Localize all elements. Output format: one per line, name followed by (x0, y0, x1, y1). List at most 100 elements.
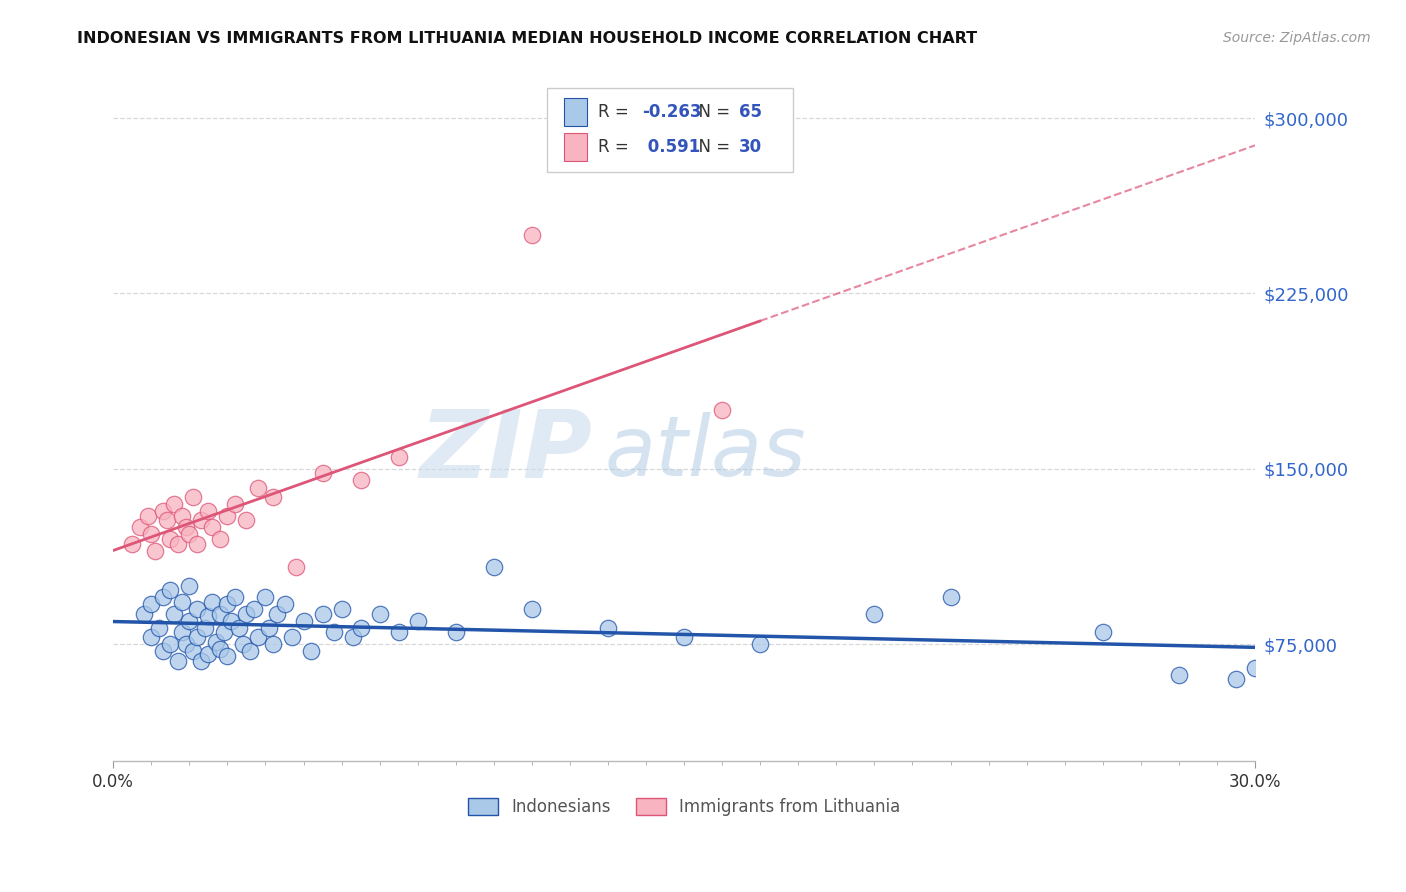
Point (205, 635, 228, 649)
Point (1244, 660, 1267, 674)
Point (208, 607, 231, 621)
Point (190, 654, 212, 668)
Point (143, 543, 166, 558)
Point (284, 560, 307, 574)
Point (482, 560, 505, 574)
Point (239, 644, 262, 658)
Point (254, 591, 277, 605)
Point (186, 602, 208, 616)
Point (262, 490, 284, 504)
Point (121, 536, 143, 550)
Point (179, 579, 201, 593)
Point (281, 630, 304, 644)
Text: N =: N = (688, 103, 735, 121)
Point (330, 602, 353, 616)
Point (520, 227, 543, 242)
Point (159, 532, 181, 546)
Point (1225, 672, 1247, 686)
Point (152, 504, 174, 518)
Point (190, 513, 212, 527)
Text: 0.591: 0.591 (643, 138, 700, 156)
Point (194, 621, 217, 635)
Text: 65: 65 (740, 103, 762, 121)
Point (163, 607, 186, 621)
Point (323, 625, 346, 640)
Point (262, 637, 284, 651)
Point (155, 513, 177, 527)
Point (520, 602, 543, 616)
Point (673, 630, 696, 644)
Text: Source: ZipAtlas.com: Source: ZipAtlas.com (1223, 31, 1371, 45)
Point (141, 598, 163, 612)
Point (259, 621, 281, 635)
Point (235, 607, 257, 621)
Point (266, 607, 288, 621)
Point (444, 625, 467, 640)
Point (368, 607, 391, 621)
Point (246, 630, 269, 644)
Point (863, 607, 886, 621)
Point (136, 508, 159, 523)
Text: N =: N = (688, 138, 735, 156)
Point (141, 527, 163, 541)
Point (292, 614, 315, 628)
Point (217, 508, 239, 523)
Legend: Indonesians, Immigrants from Lithuania: Indonesians, Immigrants from Lithuania (468, 797, 900, 816)
Point (299, 644, 322, 658)
Text: INDONESIAN VS IMMIGRANTS FROM LITHUANIA MEDIAN HOUSEHOLD INCOME CORRELATION CHAR: INDONESIAN VS IMMIGRANTS FROM LITHUANIA … (77, 31, 977, 46)
Point (311, 607, 333, 621)
Point (197, 504, 219, 518)
Point (186, 630, 208, 644)
Text: R =: R = (599, 103, 634, 121)
Point (163, 497, 186, 511)
Point (170, 595, 193, 609)
Point (197, 609, 219, 624)
Point (273, 598, 295, 612)
Point (388, 450, 411, 464)
Text: R =: R = (599, 138, 634, 156)
Point (179, 527, 201, 541)
Point (749, 637, 772, 651)
Point (181, 644, 204, 658)
Point (235, 513, 257, 527)
Point (217, 648, 239, 663)
Point (174, 520, 197, 534)
Point (224, 497, 246, 511)
Point (201, 520, 224, 534)
Point (159, 583, 181, 598)
FancyBboxPatch shape (564, 98, 588, 127)
Point (197, 647, 219, 661)
FancyBboxPatch shape (564, 133, 588, 161)
Point (246, 481, 269, 495)
Point (1167, 667, 1189, 681)
FancyBboxPatch shape (547, 87, 793, 172)
Point (350, 621, 373, 635)
Point (152, 644, 174, 658)
Point (232, 637, 254, 651)
Point (132, 607, 155, 621)
Point (201, 595, 224, 609)
Point (406, 614, 429, 628)
Point (208, 532, 231, 546)
Point (243, 602, 266, 616)
Text: -0.263: -0.263 (643, 103, 702, 121)
Point (167, 536, 190, 550)
Point (350, 474, 373, 488)
Point (711, 403, 734, 417)
Point (1091, 625, 1114, 640)
Point (167, 654, 190, 668)
Text: ZIP: ZIP (420, 407, 593, 499)
Point (596, 621, 619, 635)
Point (208, 641, 231, 656)
Point (170, 508, 193, 523)
Point (311, 467, 333, 481)
Point (170, 625, 193, 640)
Point (388, 625, 411, 640)
Point (212, 625, 235, 640)
Point (219, 614, 242, 628)
Point (181, 490, 204, 504)
Point (342, 630, 364, 644)
Point (159, 637, 181, 651)
Point (186, 536, 208, 550)
Point (148, 621, 170, 635)
